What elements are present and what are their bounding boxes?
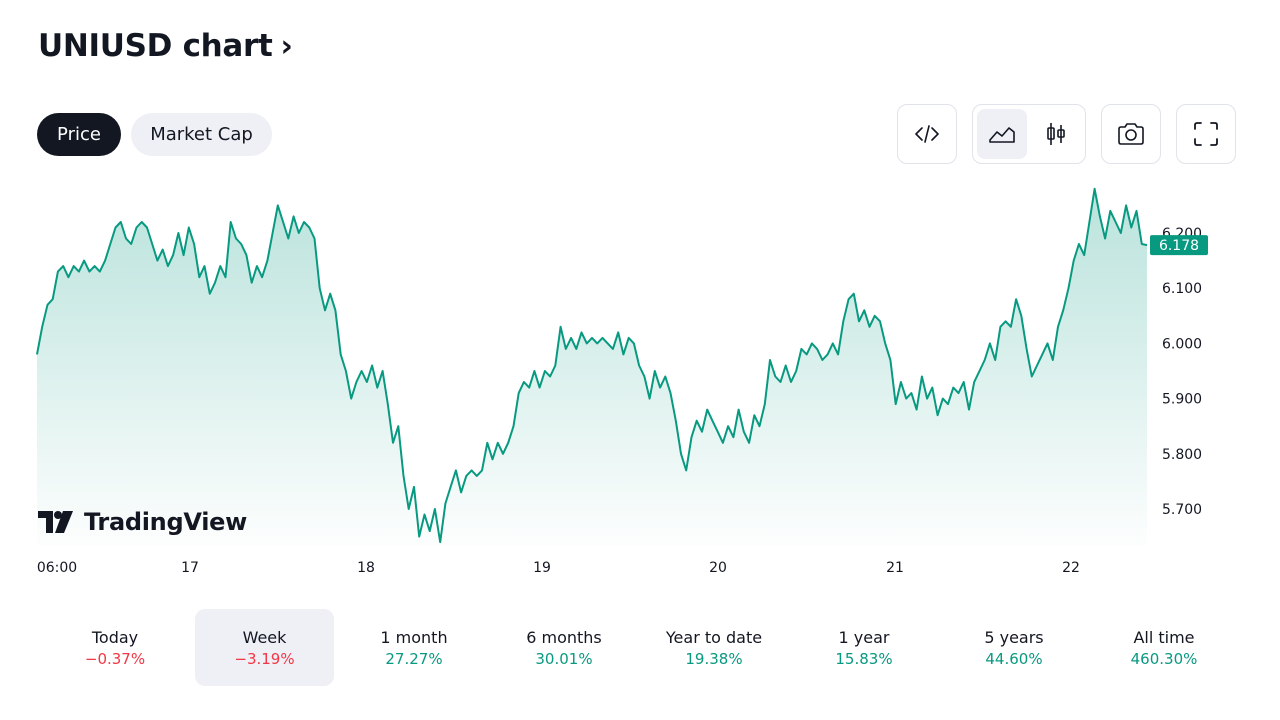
page-title-text: UNIUSD chart [38,28,273,64]
page-title[interactable]: UNIUSD chart › [38,28,293,64]
embed-button[interactable] [897,104,957,164]
x-tick-label: 22 [1062,560,1080,576]
period-value: −3.19% [234,649,295,668]
candlestick-icon [1047,123,1065,145]
tab-market-cap[interactable]: Market Cap [131,113,272,156]
period-label: 5 years [984,627,1044,647]
chart-style-group [972,104,1086,164]
performance-periods: Today −0.37% Week −3.19% 1 month 27.27% … [40,609,1240,686]
x-tick-label: 06:00 [37,560,77,576]
fullscreen-button[interactable] [1176,104,1236,164]
period-today[interactable]: Today −0.37% [40,609,190,686]
chevron-right-icon: › [280,28,293,64]
period-week[interactable]: Week −3.19% [195,609,334,686]
period-label: 6 months [526,627,602,647]
period-1-year[interactable]: 1 year 15.83% [789,609,939,686]
last-price-badge [1150,235,1208,256]
area-chart-icon [989,127,1015,143]
period-5-years[interactable]: 5 years 44.60% [939,609,1089,686]
x-tick-label: 18 [357,560,375,576]
x-tick-label: 21 [886,560,904,576]
period-1-month[interactable]: 1 month 27.27% [339,609,489,686]
period-value: 15.83% [835,649,893,668]
period-value: 19.38% [685,649,743,668]
period-value: −0.37% [84,649,146,668]
period-6-months[interactable]: 6 months 30.01% [489,609,639,686]
camera-icon [1118,123,1144,145]
code-icon [915,125,939,143]
y-tick-label: 6.100 [1162,281,1202,297]
period-value: 460.30% [1130,649,1198,668]
tradingview-logo[interactable]: TradingView [38,508,247,536]
period-value: 44.60% [985,649,1043,668]
price-area-fill [37,188,1147,546]
period-label: All time [1133,627,1195,647]
period-label: 1 month [380,627,448,647]
period-year-to-date[interactable]: Year to date 19.38% [639,609,789,686]
y-tick-label: 6.000 [1162,336,1202,352]
y-tick-label: 5.800 [1162,447,1202,463]
tab-price[interactable]: Price [37,113,121,156]
tradingview-logo-icon [38,511,73,533]
period-all-time[interactable]: All time 460.30% [1089,609,1239,686]
last-price-label: 6.178 [1159,238,1199,254]
period-value: 27.27% [385,649,443,668]
fullscreen-icon [1194,122,1218,146]
period-label: 1 year [838,627,890,647]
screenshot-button[interactable] [1101,104,1161,164]
x-tick-label: 19 [533,560,551,576]
x-tick-label: 20 [709,560,727,576]
period-label: Today [91,627,139,647]
period-label: Year to date [665,627,763,647]
area-style-button[interactable] [977,109,1027,159]
y-tick-label: 5.700 [1162,502,1202,518]
price-line [36,187,1148,544]
period-value: 30.01% [535,649,593,668]
y-tick-label: 5.900 [1162,392,1202,408]
tradingview-logo-text: TradingView [84,508,247,536]
candles-style-button[interactable] [1031,109,1081,159]
x-tick-label: 17 [181,560,199,576]
period-label: Week [242,627,287,647]
